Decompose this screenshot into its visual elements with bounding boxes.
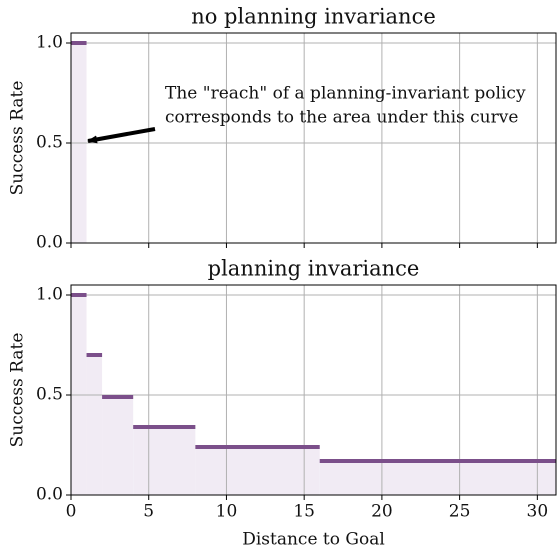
x-axis-label: Distance to Goal	[242, 530, 385, 548]
y-tick-label: 0.5	[36, 133, 63, 153]
x-tick-label: 5	[143, 502, 154, 522]
x-tick-label: 25	[449, 502, 471, 522]
plot-area	[71, 33, 556, 243]
annotation-arrow	[87, 127, 156, 144]
y-tick-label: 1.0	[36, 285, 63, 305]
frame	[70, 284, 557, 496]
y-tick-label: 0.5	[36, 385, 63, 405]
y-tick-label: 1.0	[36, 33, 63, 53]
x-tick-label: 20	[371, 502, 393, 522]
chart-title: no planning invariance	[191, 5, 436, 29]
x-tick-label: 30	[527, 502, 549, 522]
annotation: The "reach" of a planning-invariant poli…	[165, 84, 526, 104]
y-tick-label: 0.0	[36, 485, 63, 505]
frame	[70, 32, 557, 244]
plot-area	[71, 285, 556, 495]
area	[133, 427, 196, 495]
area	[195, 447, 320, 495]
area	[102, 397, 134, 495]
area	[319, 461, 556, 495]
x-tick-label: 15	[293, 502, 315, 522]
y-axis-label: Success Rate	[8, 81, 28, 196]
y-axis-label: Success Rate	[8, 333, 28, 448]
x-tick-label: 10	[216, 502, 238, 522]
x-tick-label: 0	[66, 502, 77, 522]
y-tick-label: 0.0	[36, 233, 63, 253]
chart-title: planning invariance	[208, 257, 420, 281]
area	[86, 355, 103, 495]
annotation: corresponds to the area under this curve	[165, 108, 518, 128]
